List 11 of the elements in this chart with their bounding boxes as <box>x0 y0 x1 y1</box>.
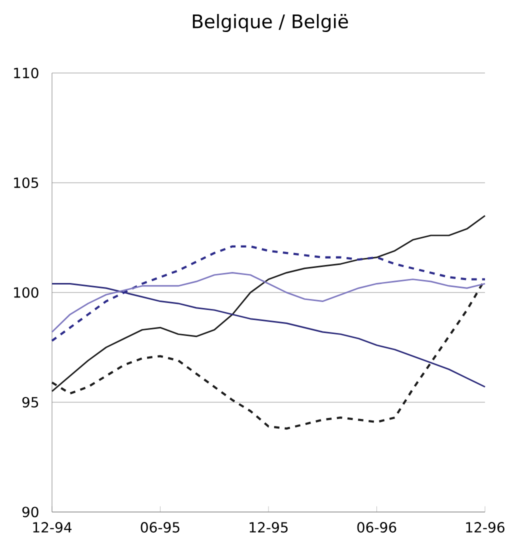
y-tick-label: 90 <box>22 506 38 518</box>
y-tick-label: 100 <box>14 287 38 298</box>
x-tick-label: 12-94 <box>33 522 72 533</box>
x-tick-label: 06-95 <box>140 522 180 533</box>
y-tick-label: 110 <box>14 68 38 78</box>
x-tick-label: 06-96 <box>357 522 396 533</box>
x-tick-label: 12-95 <box>250 522 288 533</box>
y-tick-label: 95 <box>22 396 38 408</box>
chart-title: Belgique / België <box>192 14 348 32</box>
x-tick-label: 12-96 <box>466 522 504 533</box>
y-tick-label: 105 <box>14 177 38 188</box>
